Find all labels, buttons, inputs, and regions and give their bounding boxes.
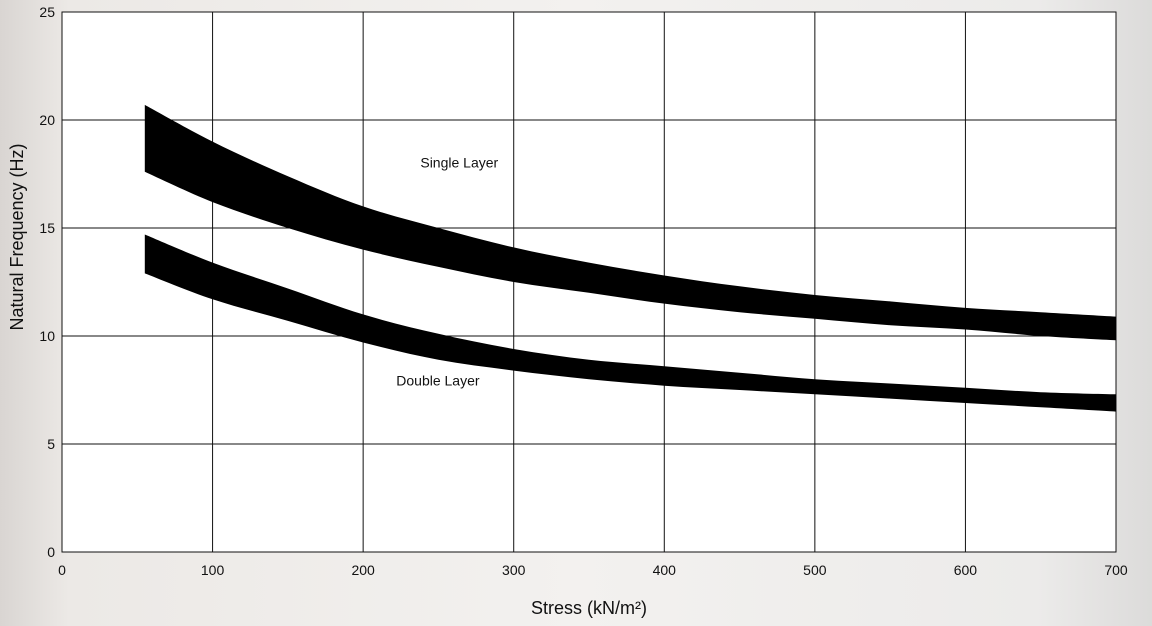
data-bands [144,104,1117,412]
x-tick-label: 0 [58,562,66,578]
y-tick-label: 20 [39,112,55,128]
y-tick-label: 15 [39,220,55,236]
double-layer-label: Double Layer [396,373,480,389]
y-tick-label: 10 [39,328,55,344]
x-tick-label: 400 [653,562,677,578]
single-layer-band [144,104,1117,341]
y-tick-label: 0 [47,544,55,560]
y-tick-label: 25 [39,4,55,20]
x-tick-label: 200 [351,562,375,578]
x-tick-label: 700 [1104,562,1128,578]
series-labels: Single Layer Double Layer [396,155,498,389]
x-tick-label: 500 [803,562,827,578]
grid-lines [61,11,1117,553]
y-tick-label: 5 [47,436,55,452]
x-tick-label: 600 [954,562,978,578]
x-tick-label: 300 [502,562,526,578]
single-layer-label: Single Layer [420,155,498,171]
double-layer-band [144,234,1117,412]
y-tick-labels: 0 5 10 15 20 25 [39,4,55,560]
y-axis-title: Natural Frequency (Hz) [7,143,27,330]
x-tick-labels: 0 100 200 300 400 500 600 700 [58,562,1128,578]
x-axis-title: Stress (kN/m²) [531,598,647,618]
x-tick-label: 100 [201,562,225,578]
